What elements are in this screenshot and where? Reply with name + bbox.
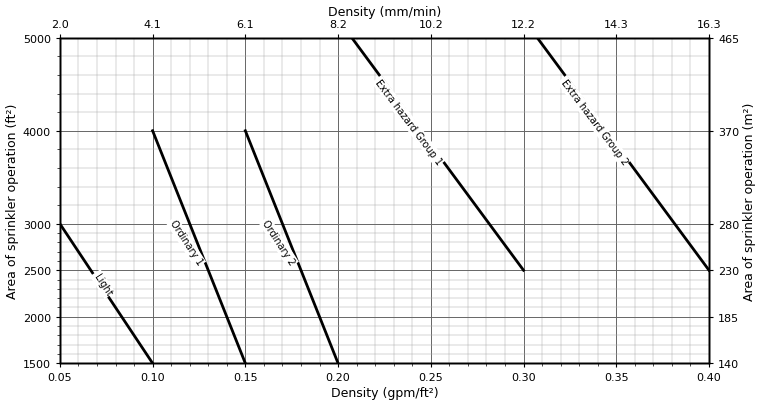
Text: Ordinary 2: Ordinary 2 [261,218,297,267]
X-axis label: Density (mm/min): Density (mm/min) [328,6,441,19]
Text: Ordinary 1: Ordinary 1 [168,218,204,267]
Text: Light: Light [91,271,114,297]
Text: Extra hazard Group 2: Extra hazard Group 2 [559,78,629,167]
Y-axis label: Area of sprinkler operation (m²): Area of sprinkler operation (m²) [744,102,757,300]
Y-axis label: Area of sprinkler operation (ft²): Area of sprinkler operation (ft²) [5,104,18,298]
Text: Extra hazard Group 1: Extra hazard Group 1 [373,78,444,166]
X-axis label: Density (gpm/ft²): Density (gpm/ft²) [331,386,438,399]
